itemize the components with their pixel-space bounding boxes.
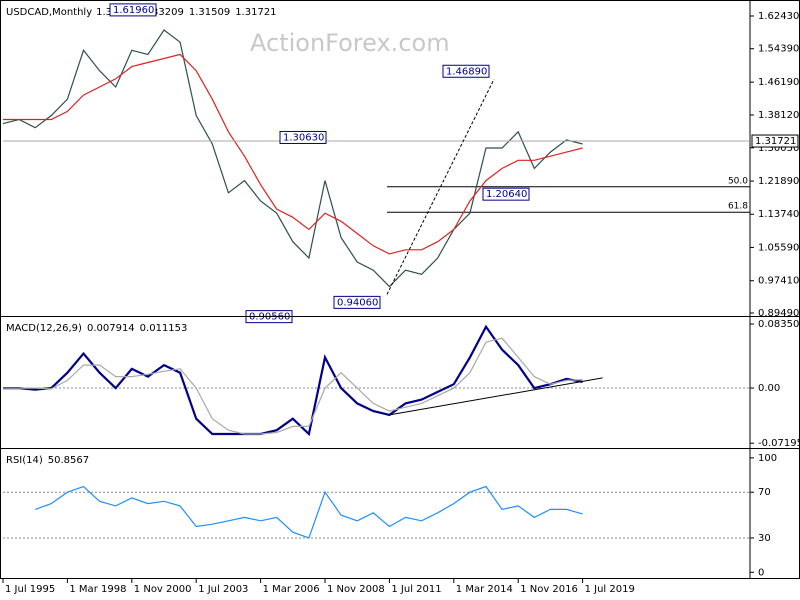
x-tick-label: 1 Mar 2006	[263, 584, 320, 595]
reading: 0.007914	[87, 323, 135, 334]
y-tick-label: 1.62430	[758, 11, 799, 22]
annotation-label: 1.61960	[113, 5, 154, 16]
annotation-label: 0.90560	[249, 312, 290, 323]
annotation-box	[279, 130, 327, 144]
x-tick-label: 1 Jul 2003	[198, 584, 248, 595]
last-price-label: 1.31721	[755, 136, 796, 147]
y-tick-label: 1.30050	[758, 143, 799, 154]
title: MACD(12,26,9)	[6, 323, 82, 334]
annotation-label: 1.30630	[283, 132, 324, 143]
last-price-box	[751, 134, 799, 148]
y-tick-label: -0.07195	[758, 438, 800, 449]
fib-label: 50.0	[728, 176, 748, 186]
reading: 1.31509	[189, 7, 230, 18]
x-tick-label: 1 Jul 1995	[5, 584, 55, 595]
annotation-label: 1.46890	[446, 66, 487, 77]
annotation-box	[482, 187, 530, 201]
series-line	[3, 324, 583, 437]
x-tick-label: 1 Jul 2019	[585, 584, 635, 595]
series-line	[2, 29, 583, 288]
x-tick-label: 1 Jul 2011	[391, 584, 441, 595]
annotation-box	[109, 3, 157, 17]
y-tick-label: 0.083505	[758, 319, 800, 330]
series-line	[3, 53, 583, 255]
annotation-label: 0.94060	[337, 297, 378, 308]
series-line	[3, 337, 583, 435]
x-tick-label: 1 Nov 2000	[134, 584, 192, 595]
y-tick-label: 1.05590	[758, 242, 799, 253]
x-tick-label: 1 Nov 2016	[520, 584, 578, 595]
y-tick-label: 0.89490	[758, 308, 799, 319]
reading: 1.33209	[142, 7, 183, 18]
y-tick-label: 1.46190	[758, 77, 799, 88]
y-tick-label: 0.97410	[758, 276, 799, 287]
x-tick-label: 1 Nov 2008	[327, 584, 385, 595]
watermark: ActionForex.com	[250, 29, 450, 57]
x-tick-label: 1 Mar 1998	[69, 584, 126, 595]
reading: 0.011153	[140, 323, 188, 334]
series-line	[34, 485, 583, 539]
y-tick-label: 1.54390	[758, 44, 799, 55]
panel-title: MACD(12,26,9) 0.007914 0.011153	[6, 323, 187, 334]
annotation-box	[333, 295, 381, 309]
title: RSI(14)	[6, 455, 43, 466]
y-tick-label: 0	[758, 567, 764, 578]
macd-trend-line	[389, 377, 603, 416]
fib-label: 61.8	[728, 202, 748, 212]
title: USDCAD,Monthly	[6, 7, 92, 18]
x-tick-label: 1 Mar 2014	[456, 584, 513, 595]
y-tick-label: 70	[758, 487, 771, 498]
y-tick-label: 1.21890	[758, 176, 799, 187]
reading: 50.8567	[48, 455, 89, 466]
panel-title: RSI(14) 50.8567	[6, 455, 89, 466]
trend-line	[386, 79, 495, 295]
y-tick-label: 0.00	[758, 383, 780, 394]
y-tick-label: 100	[758, 453, 777, 464]
reading: 1.31721	[235, 7, 276, 18]
y-tick-label: 30	[758, 533, 771, 544]
y-tick-label: 1.13740	[758, 209, 799, 220]
annotation-box	[442, 64, 490, 78]
annotation-label: 1.20640	[486, 189, 527, 200]
y-tick-label: 1.38120	[758, 110, 799, 121]
